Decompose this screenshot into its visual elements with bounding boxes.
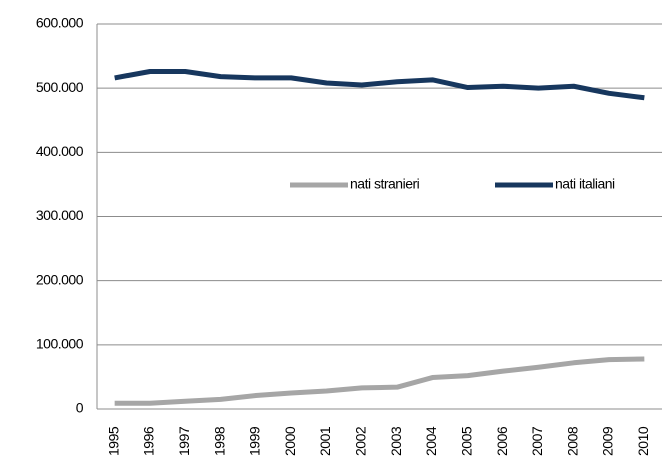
x-tick-label: 1997 <box>176 426 192 456</box>
x-tick-label: 1998 <box>211 426 227 456</box>
series-line <box>114 68 645 101</box>
x-tick-label: 2004 <box>423 426 439 456</box>
x-tick-label: 2006 <box>494 426 510 456</box>
y-tick-label: 0 <box>76 400 84 416</box>
x-tick-label: 2002 <box>353 426 369 456</box>
x-tick-label: 2008 <box>564 426 580 456</box>
x-tick-label: 1996 <box>141 426 157 456</box>
y-tick-label: 200.000 <box>36 271 84 287</box>
legend-label: nati italiani <box>555 176 615 192</box>
x-tick-label: 2001 <box>317 426 333 456</box>
x-tick-label: 2009 <box>600 426 616 456</box>
y-tick-label: 300.000 <box>36 207 84 223</box>
legend-label: nati stranieri <box>350 176 420 192</box>
y-tick-label: 600.000 <box>36 15 84 31</box>
y-tick-label: 100.000 <box>36 336 84 352</box>
x-tick-label: 2000 <box>282 426 298 456</box>
x-tick-label: 1995 <box>105 426 121 456</box>
x-tick-label: 2007 <box>529 426 545 456</box>
x-tick-label: 2010 <box>635 426 651 456</box>
y-tick-label: 400.000 <box>36 143 84 159</box>
x-tick-label: 1999 <box>247 426 263 456</box>
series-line <box>114 356 645 406</box>
y-tick-label: 500.000 <box>36 79 84 95</box>
x-tick-label: 2003 <box>388 426 404 456</box>
x-tick-label: 2005 <box>458 426 474 456</box>
